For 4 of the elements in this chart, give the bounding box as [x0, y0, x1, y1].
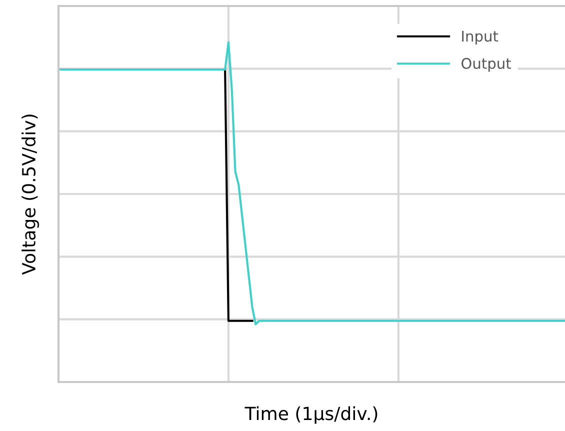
x-axis-title: Time (1µs/div.) — [244, 406, 378, 424]
legend-label: Input — [462, 30, 498, 45]
y-axis-title: Voltage (0.5V/div) — [22, 114, 40, 275]
legend-label: Output — [462, 58, 512, 72]
